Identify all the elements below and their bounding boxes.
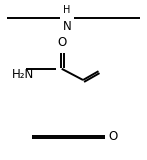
- Text: O: O: [109, 129, 118, 143]
- Text: H₂N: H₂N: [12, 68, 34, 81]
- Text: O: O: [57, 36, 66, 49]
- Text: N: N: [62, 20, 71, 33]
- Text: H: H: [63, 5, 71, 15]
